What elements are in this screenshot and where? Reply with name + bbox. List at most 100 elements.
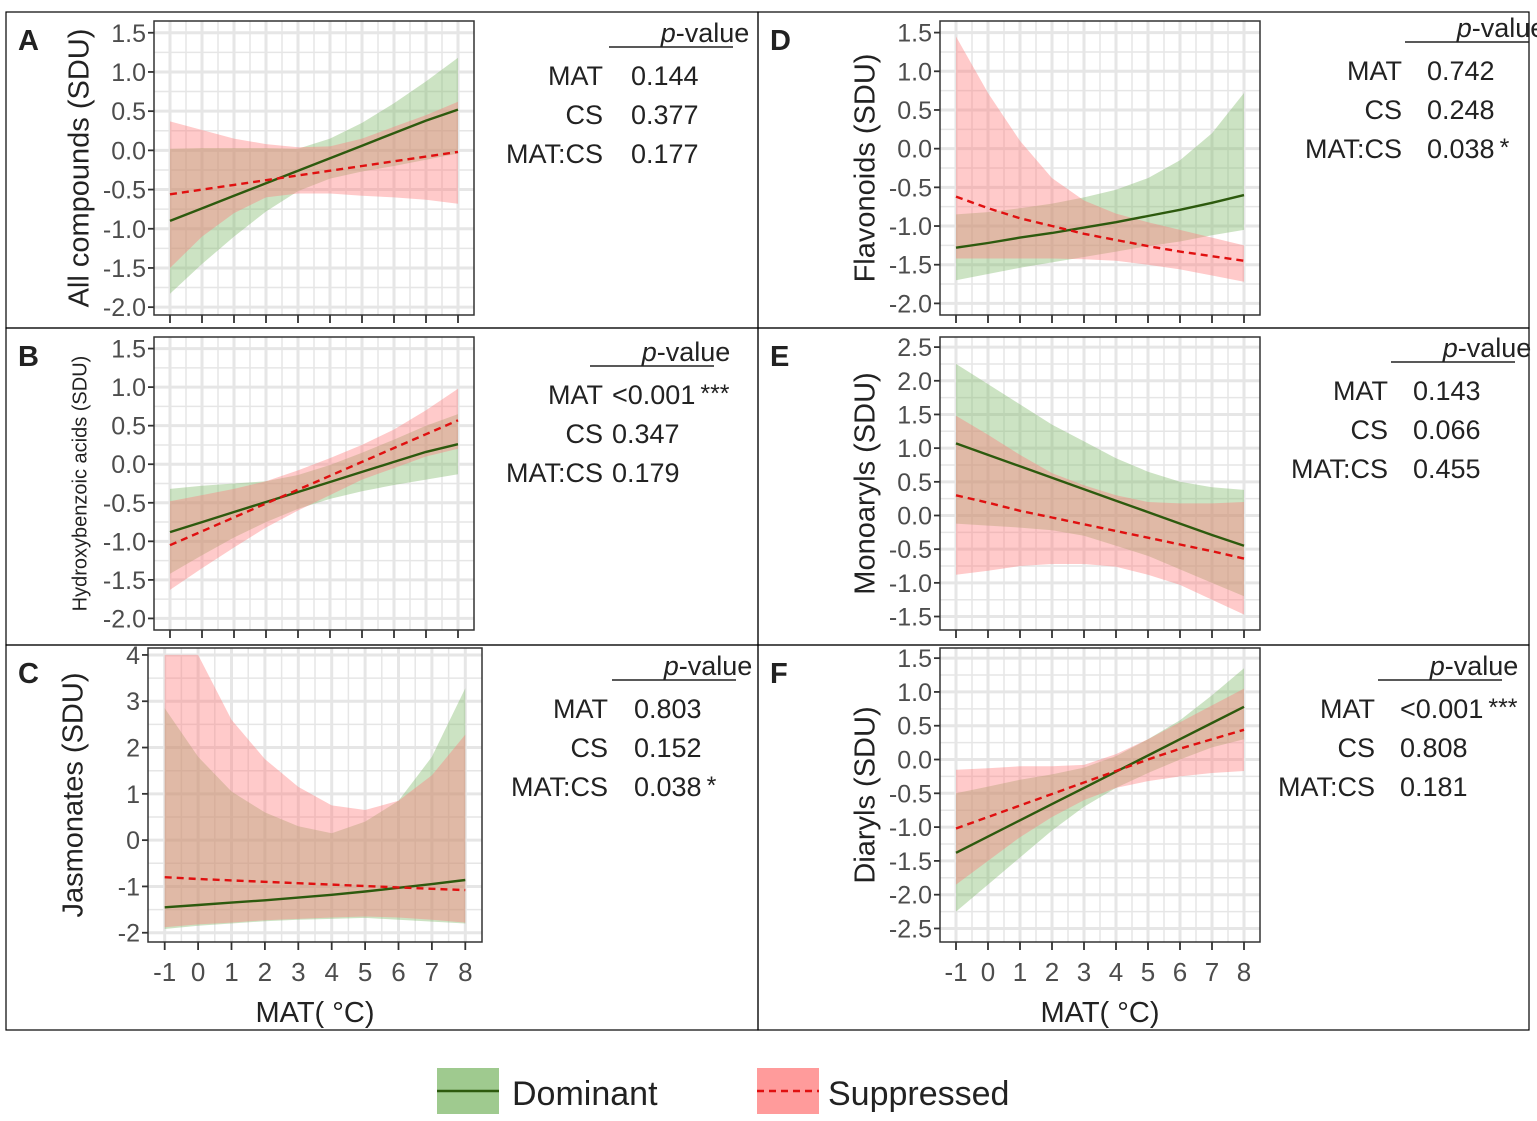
confidence-bands <box>956 363 1244 615</box>
confidence-bands <box>170 57 458 294</box>
pvalue-value: 0.177 <box>631 139 699 169</box>
y-axis-title: Diaryls (SDU) <box>850 706 882 883</box>
y-tick-label: -1.5 <box>889 604 932 632</box>
pvalue-header-italic: p <box>660 18 676 48</box>
dominant-confidence-band <box>170 414 458 574</box>
dominant-fit-line <box>955 193 1245 249</box>
y-tick-label: -1.0 <box>889 213 932 241</box>
dominant-confidence-band <box>164 688 466 929</box>
pvalue-term: CS <box>1350 415 1388 445</box>
y-tick-label: 0.0 <box>897 502 932 530</box>
plot-frame <box>153 336 475 631</box>
legend-item-dominant: Dominant <box>437 1068 658 1114</box>
y-tick-label: -1.0 <box>103 528 146 556</box>
x-tick-label: 4 <box>324 957 338 987</box>
pvalue-header-rest: -value <box>679 651 753 681</box>
pvalue-header-rest: -value <box>657 337 731 367</box>
pvalue-term: CS <box>1364 95 1402 125</box>
plot-frame <box>939 647 1261 943</box>
pvalue-header-italic: p <box>641 337 657 367</box>
panel-letter: E <box>770 341 789 373</box>
pvalue-header: p-value <box>663 651 753 681</box>
plot-frame <box>939 20 1261 316</box>
legend-label: Suppressed <box>828 1075 1009 1113</box>
legend-item-suppressed: Suppressed <box>757 1068 1009 1114</box>
pvalue-term: MAT <box>1320 694 1375 724</box>
panel-letter: F <box>770 658 788 690</box>
plot-frame <box>153 20 475 316</box>
x-tick-label: 4 <box>1109 957 1123 987</box>
x-tick-label: 7 <box>425 957 439 987</box>
pvalue-value: 0.377 <box>631 100 699 130</box>
y-tick-label: -2.0 <box>889 290 932 318</box>
dominant-confidence-band <box>170 57 458 294</box>
y-tick-label: -0.5 <box>889 536 932 564</box>
pvalue-term: MAT <box>1333 376 1388 406</box>
pvalue-table: p-value MAT <0.001 *** CS 0.808 MAT:CS 0.181 <box>1278 651 1518 802</box>
pvalue-value: 0.347 <box>612 419 680 449</box>
pvalue-value: <0.001 <box>1400 694 1483 724</box>
y-tick-label: -2 <box>118 920 140 948</box>
pvalue-significance: *** <box>1488 694 1517 722</box>
y-tick-label: -0.5 <box>103 490 146 518</box>
y-tick-label: 1.0 <box>897 679 932 707</box>
pvalue-term: MAT <box>553 694 608 724</box>
y-tick-label: 0.0 <box>111 137 146 165</box>
dominant-fit-line <box>169 108 459 223</box>
y-tick-label: 1.5 <box>897 20 932 48</box>
suppressed-confidence-band <box>164 654 466 928</box>
confidence-bands <box>164 654 466 929</box>
pvalue-term: CS <box>570 733 608 763</box>
fit-lines <box>955 705 1245 854</box>
x-tick-label: 3 <box>1077 957 1091 987</box>
pvalue-value: 0.038 <box>1427 134 1495 164</box>
y-tick-label: -0.5 <box>103 177 146 205</box>
y-tick-label: -1.5 <box>889 252 932 280</box>
y-tick-label: -1.0 <box>889 814 932 842</box>
pvalue-value: 0.144 <box>631 61 699 91</box>
panel-letter: C <box>18 658 39 690</box>
y-tick-label: 0.5 <box>897 97 932 125</box>
pvalue-header-rest: -value <box>676 18 750 48</box>
y-tick-label: 1.0 <box>111 374 146 402</box>
pvalue-significance: *** <box>700 380 729 408</box>
pvalue-term: MAT:CS <box>1291 454 1388 484</box>
pvalue-header-italic: p <box>663 651 679 681</box>
pvalue-header: p-value <box>1429 651 1519 681</box>
x-tick-label: 6 <box>1173 957 1187 987</box>
pvalue-value: 0.742 <box>1427 56 1495 86</box>
pvalue-term: MAT:CS <box>511 772 608 802</box>
pvalue-value: 0.248 <box>1427 95 1495 125</box>
y-tick-label: -0.5 <box>889 780 932 808</box>
fit-lines <box>955 442 1245 560</box>
legend-label: Dominant <box>512 1075 658 1113</box>
y-tick-label: 0.0 <box>897 747 932 775</box>
dominant-confidence-band <box>956 668 1244 912</box>
pvalue-value: 0.808 <box>1400 733 1468 763</box>
y-tick-label: -1.0 <box>889 570 932 598</box>
pvalue-significance: * <box>707 772 717 800</box>
y-tick-label: 3 <box>126 688 140 716</box>
y-tick-label: -1 <box>118 873 140 901</box>
y-tick-label: 0 <box>126 827 140 855</box>
x-tick-label: 3 <box>291 957 305 987</box>
y-tick-label: 0.0 <box>897 136 932 164</box>
pvalue-table: p-value MAT <0.001 *** CS 0.347 MAT:CS 0.179 <box>506 337 730 488</box>
pvalue-value: 0.455 <box>1413 454 1481 484</box>
confidence-bands <box>956 668 1244 912</box>
dominant-fit-line <box>164 878 466 909</box>
panel-e: -1.5 -1.0 -0.5 0.0 0.5 1.0 1.5 2.0 2.5 Monoaryls … <box>770 333 1531 638</box>
pvalue-term: MAT:CS <box>506 139 603 169</box>
x-tick-label: -1 <box>944 957 967 987</box>
y-tick-label: 2.0 <box>897 368 932 396</box>
dominant-fit-line <box>955 442 1245 547</box>
suppressed-fit-line <box>955 494 1245 560</box>
x-tick-label: 1 <box>224 957 238 987</box>
pvalue-header-rest: -value <box>1458 333 1532 363</box>
suppressed-fit-line <box>955 195 1245 262</box>
suppressed-fit-line <box>169 419 459 547</box>
gridlines <box>940 21 1260 315</box>
panel-f: -2.5 -2.0 -1.5 -1.0 -0.5 0.0 0.5 1.0 1.5 -1 0 1 2 3 4 5… <box>770 645 1518 1029</box>
pvalue-header: p-value <box>1442 333 1532 363</box>
pvalue-value: 0.803 <box>634 694 702 724</box>
